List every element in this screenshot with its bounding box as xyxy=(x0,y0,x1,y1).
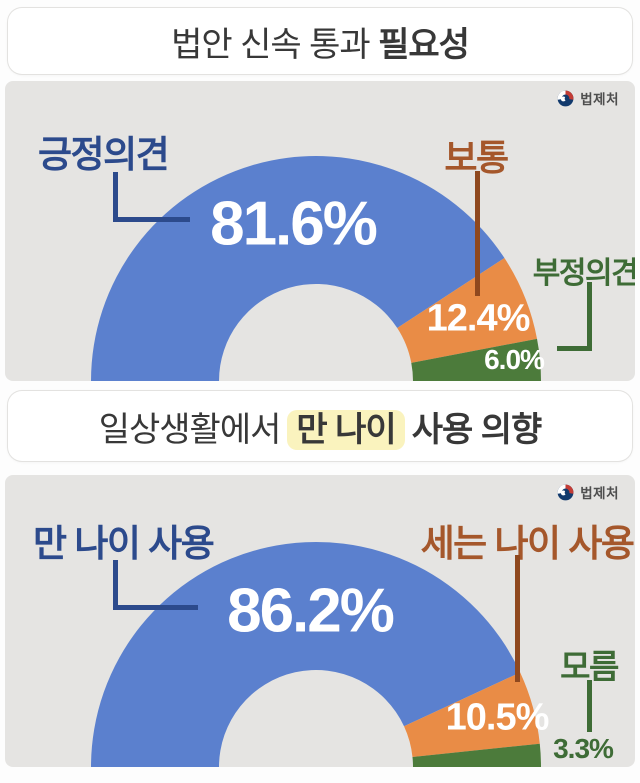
donut-segment-모름 xyxy=(412,743,541,767)
callout-line-unknown xyxy=(587,680,592,732)
chart1-title: 법안 신속 통과 필요성 xyxy=(171,17,470,66)
donut-segment-세는 나이 사용 xyxy=(404,672,540,757)
chart2-panel: 법제처 만 나이 사용 86.2% 세는 나이 사용 10.5% 모름 3.3% xyxy=(5,475,635,767)
callout-line-negative xyxy=(557,282,592,351)
source-logo-label: 법제처 xyxy=(580,486,619,501)
source-logo: 법제처 xyxy=(556,482,619,502)
chart1-panel: 법제처 긍정의견 81.6% 보통 12.4% 부정의견 6.0% xyxy=(5,81,635,381)
chart1-title-normal: 법안 신속 통과 xyxy=(171,25,379,64)
source-logo-label: 법제처 xyxy=(580,92,619,107)
segment-label-negative: 부정의견 xyxy=(532,257,635,290)
source-logo: 법제처 xyxy=(556,88,619,108)
segment-label-counting-age: 세는 나이 사용 xyxy=(420,523,635,564)
chart1-title-bold: 필요성 xyxy=(378,25,470,64)
chart2-title: 일상생활에서 만 나이 사용 의향 xyxy=(99,402,542,451)
segment-value-counting-age: 10.5% xyxy=(445,696,550,739)
callout-line-counting-age xyxy=(515,555,520,682)
chart2-title-highlight: 만 나이 xyxy=(287,409,405,450)
chart1-title-card: 법안 신속 통과 필요성 xyxy=(8,8,632,74)
segment-value-unknown: 3.3% xyxy=(553,733,614,764)
chart2-donut xyxy=(91,541,541,767)
chart2-title-bold: 사용 의향 xyxy=(411,410,543,449)
segment-value-neutral: 12.4% xyxy=(426,297,531,340)
callout-line-positive xyxy=(113,172,190,222)
callout-line-neutral xyxy=(475,171,480,296)
chart1-donut xyxy=(91,155,541,381)
donut-segment-보통 xyxy=(397,258,538,363)
donut-segment-만 나이 사용 xyxy=(91,541,521,767)
callout-line-man-nai xyxy=(113,560,198,610)
segment-label-unknown: 모름 xyxy=(560,648,619,685)
donut-segment-부정의견 xyxy=(411,338,541,381)
segment-label-positive: 긍정의견 xyxy=(38,134,170,175)
segment-value-man-nai: 86.2% xyxy=(227,576,395,646)
segment-value-negative: 6.0% xyxy=(484,344,545,375)
segment-value-positive: 81.6% xyxy=(210,189,378,259)
moleg-emblem-icon xyxy=(557,90,574,106)
moleg-emblem-icon xyxy=(557,484,574,500)
chart2-title-normal: 일상생활에서 xyxy=(98,410,282,449)
chart2-title-card: 일상생활에서 만 나이 사용 의향 xyxy=(8,391,632,461)
donut-segment-긍정의견 xyxy=(91,155,505,381)
segment-label-man-nai: 만 나이 사용 xyxy=(33,523,215,564)
